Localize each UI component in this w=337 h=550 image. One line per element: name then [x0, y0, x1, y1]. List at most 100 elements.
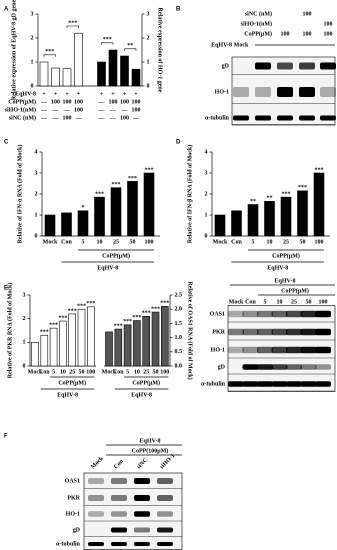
group-label: CoPP(μM): [102, 252, 130, 259]
blot-band: [286, 346, 302, 354]
blot-band: [286, 381, 302, 387]
significance: ***: [77, 304, 86, 310]
blot-band: [134, 511, 150, 517]
condition-label: siHO-1(nM): [5, 106, 36, 113]
condition-value: 100: [324, 21, 333, 27]
annotation: ***: [103, 37, 112, 43]
blot-band: [228, 310, 244, 318]
blot-band: [111, 478, 127, 484]
blot-band: [228, 381, 244, 387]
x-tick-label: Con: [231, 239, 242, 245]
blot-band: [320, 87, 336, 97]
blot-band: [88, 495, 104, 501]
y-tick-label: 3: [31, 11, 34, 17]
blot-band: [233, 115, 249, 121]
blot-band: [257, 328, 273, 336]
y-tick-label: 1: [35, 212, 38, 218]
significance: ***: [145, 167, 154, 173]
blot-band: [271, 346, 288, 354]
bar: [151, 311, 160, 367]
condition-value: —: [98, 107, 106, 113]
blot-band: [299, 115, 315, 121]
virus-label: EqHV-8: [275, 278, 296, 284]
x-tick-label: 25: [69, 369, 75, 375]
blot-band: [315, 381, 331, 387]
lane-label: 25: [291, 299, 297, 305]
blot-band: [277, 87, 293, 97]
x-tick-label: 10: [267, 239, 273, 245]
y-tick-label: 0: [147, 83, 150, 89]
condition-value: —: [40, 115, 48, 121]
blot-band: [277, 115, 293, 121]
condition-value: —: [121, 107, 129, 113]
blot-band: [277, 62, 293, 70]
blot-band: [88, 478, 104, 484]
x-tick-label: 10: [134, 369, 140, 375]
group-label: EqHV-8: [97, 265, 118, 271]
y-tick-label: 0: [23, 363, 26, 369]
significance: ***: [68, 308, 77, 314]
bar: [77, 210, 89, 237]
significance-bracket: [101, 42, 114, 45]
blot-band: [242, 381, 259, 387]
condition-label: CoPP(μM): [8, 98, 36, 105]
x-tick-label: 50: [130, 239, 136, 245]
y-axis-label: Relative of OAS1 RNA (Fold of Mock): [187, 281, 194, 379]
condition-value: —: [40, 99, 48, 105]
condition-value: +: [65, 91, 69, 97]
condition-label: CoPP(μM): [244, 30, 272, 37]
lane-label: 100: [319, 299, 328, 305]
blot-band: [257, 310, 273, 318]
treatment-label: CoPP(μM): [281, 287, 309, 294]
condition-label: siNC (nM): [9, 114, 36, 121]
x-tick-label: Mock: [28, 369, 43, 375]
y-axis-label: Relative of PKR RNA (Fold of Mock): [6, 283, 13, 379]
y-axis-label: Relative expression of EqHV-8 gD gene: [11, 0, 17, 100]
group-label: CoPP(μM): [132, 379, 160, 386]
significance: ***: [112, 182, 121, 188]
blot-band: [299, 62, 315, 70]
lane-label: Con: [245, 299, 256, 305]
y-tick-label: 1.5: [175, 321, 183, 327]
condition-value: —: [40, 107, 48, 113]
condition-value: —: [52, 107, 60, 113]
condition-value: —: [98, 99, 106, 105]
condition-value: +: [123, 91, 127, 97]
bar: [61, 212, 72, 237]
significance-bracket: [124, 48, 137, 51]
group-label: CoPP(μM): [272, 252, 300, 259]
condition-value: 100: [74, 99, 83, 105]
significance: ***: [123, 319, 132, 325]
annotation: **: [127, 43, 133, 49]
blot-band: [242, 346, 259, 354]
blot-band: [315, 364, 331, 370]
lane-label: Mock: [90, 455, 105, 470]
y-tick-label: 3: [23, 292, 26, 298]
blot-band: [257, 346, 273, 354]
bar: [123, 324, 132, 367]
y-axis-label: Relative expression of HO-1 gene: [157, 8, 163, 93]
blot-row-label: PKR: [67, 495, 80, 501]
panel-label: C: [4, 140, 9, 146]
condition-value: 100: [74, 107, 83, 113]
bar: [62, 68, 72, 87]
annotation: ***: [68, 20, 77, 26]
panel-label: E: [4, 286, 8, 292]
lane-label: siHO-1: [159, 453, 176, 470]
x-tick-label: 25: [283, 239, 289, 245]
x-tick-label: Mock: [43, 239, 58, 245]
condition-value: +: [111, 91, 115, 97]
y-tick-label: 0.0: [175, 363, 183, 369]
condition-value: —: [98, 115, 106, 121]
group-label: EqHV-8: [131, 392, 152, 398]
blot-row-label: gD: [218, 364, 226, 370]
blot-band: [257, 364, 273, 370]
y-tick-label: 1: [147, 59, 150, 65]
lane-label: Con: [113, 458, 125, 470]
condition-label: siHO-1(nM): [241, 20, 272, 27]
x-tick-label: 50: [153, 369, 159, 375]
y-tick-label: 1.0: [175, 335, 183, 341]
significance: ***: [128, 176, 137, 182]
y-tick-label: 3: [35, 170, 38, 176]
blot-band: [242, 328, 259, 336]
